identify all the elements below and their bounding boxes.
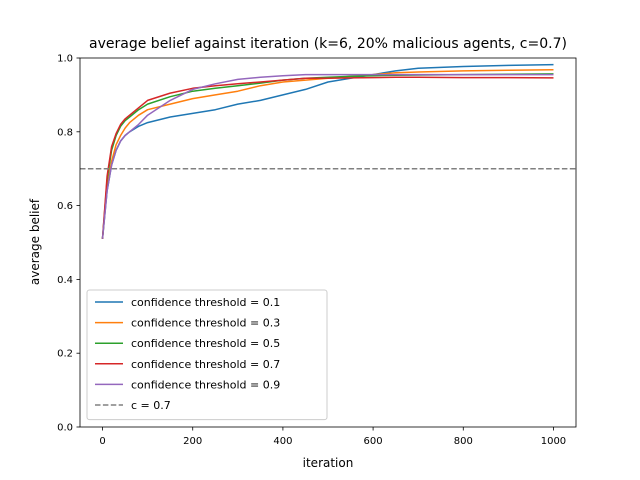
x-tick-label: 800 — [454, 436, 473, 447]
legend-label-4: confidence threshold = 0.9 — [131, 378, 280, 391]
series-line-3 — [101, 76, 554, 239]
y-tick-label: 1.0 — [57, 54, 73, 65]
x-tick-label: 0 — [99, 436, 105, 447]
legend-label-2: confidence threshold = 0.5 — [131, 337, 280, 350]
x-tick-label: 600 — [364, 436, 383, 447]
x-tick-label: 1000 — [541, 436, 566, 447]
axes-frame — [79, 57, 577, 428]
legend-label-5: c = 0.7 — [131, 399, 171, 412]
legend-box — [86, 289, 328, 421]
y-tick-label: 0.4 — [57, 275, 73, 286]
series-line-4 — [101, 73, 554, 239]
legend-label-0: confidence threshold = 0.1 — [131, 296, 280, 309]
legend-label-1: confidence threshold = 0.3 — [131, 317, 280, 330]
x-tick-label: 400 — [273, 436, 292, 447]
legend-label-3: confidence threshold = 0.7 — [131, 358, 280, 371]
y-tick-label: 0.8 — [57, 127, 73, 138]
legend: confidence threshold = 0.1 confidence thr… — [86, 289, 328, 421]
y-tick-label: 0.2 — [57, 349, 73, 360]
y-axis-label: average belief — [28, 198, 42, 285]
x-axis-label: iteration — [303, 456, 354, 470]
axes: 0 200 400 600 800 1000 0.0 0.2 0.4 0.6 0.8 1.0 — [57, 54, 577, 447]
y-tick-label: 0.0 — [57, 423, 73, 434]
x-tick-label: 200 — [183, 436, 202, 447]
chart-title: average belief against iteration (k=6, 2… — [89, 36, 567, 52]
y-tick-label: 0.6 — [57, 201, 73, 212]
series-line-1 — [101, 69, 554, 239]
plot-area — [80, 63, 576, 239]
